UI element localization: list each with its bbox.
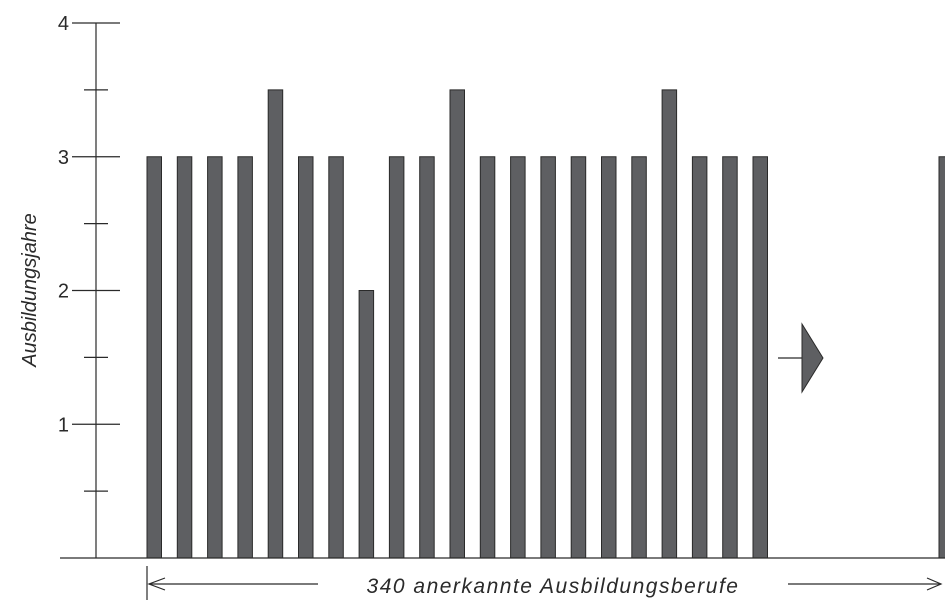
y-axis: 1 2 3 4 — [58, 13, 120, 558]
bar — [237, 156, 253, 559]
bar — [388, 156, 405, 559]
bar — [207, 156, 223, 559]
span-indicator: 340 anerkannte Ausbildungsberufe — [146, 566, 943, 600]
y-tick-label: 3 — [58, 147, 69, 169]
bar — [570, 156, 587, 559]
bar — [601, 156, 617, 559]
bar — [267, 89, 284, 559]
bar — [691, 156, 708, 559]
bar — [328, 156, 344, 559]
bar — [510, 156, 526, 559]
y-tick-label: 2 — [58, 281, 69, 303]
y-axis-title: Ausbildungsjahre — [19, 213, 41, 367]
bar — [146, 156, 162, 559]
span-label: 340 anerkannte Ausbildungsberufe — [367, 575, 740, 598]
bar — [479, 156, 496, 559]
bar — [176, 156, 193, 559]
bar — [449, 89, 465, 559]
bar — [358, 290, 375, 559]
continuation-arrow-icon — [778, 322, 824, 394]
bar — [419, 156, 435, 559]
bar — [631, 156, 647, 559]
bar — [722, 156, 738, 559]
bar — [752, 156, 768, 559]
bar — [540, 156, 556, 559]
bar — [661, 89, 678, 559]
bar-last — [938, 156, 945, 559]
y-tick-label: 4 — [58, 13, 69, 35]
bar — [298, 156, 314, 559]
bar-series — [146, 89, 945, 559]
y-tick-label: 1 — [58, 414, 69, 436]
